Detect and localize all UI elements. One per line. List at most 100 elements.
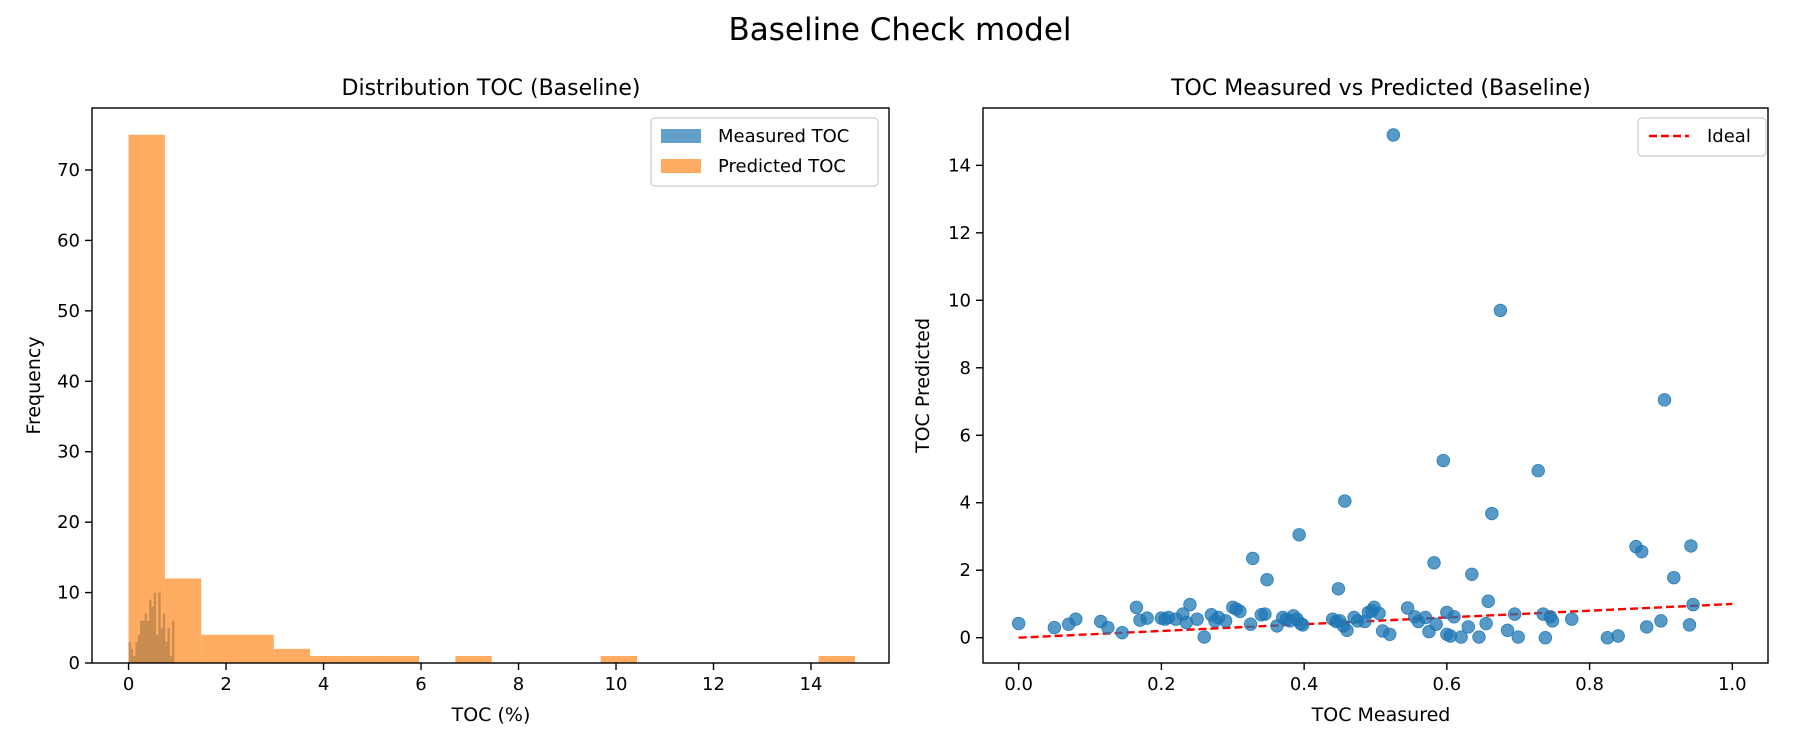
legend-predicted-swatch: [661, 159, 701, 173]
scatter-panel: TOC Measured vs Predicted (Baseline) 0.0…: [912, 76, 1769, 726]
scatter-point: [1260, 572, 1274, 587]
scatter-x-label: TOC Measured: [1311, 704, 1451, 726]
scatter-point: [1639, 620, 1654, 634]
legend-ideal-label: Ideal: [1707, 126, 1751, 147]
scatter-point: [1292, 528, 1306, 542]
scatter-point: [1479, 616, 1493, 631]
scatter-y-label: TOC Predicted: [912, 318, 934, 454]
histogram-legend: Measured TOC Predicted TOC: [650, 117, 879, 187]
y-tick-label: 20: [57, 512, 80, 533]
scatter-point: [1129, 600, 1144, 615]
x-tick-label: 14: [800, 674, 823, 695]
y-tick-label: 30: [57, 442, 80, 463]
scatter-point: [1338, 494, 1352, 508]
scatter-point: [1258, 607, 1272, 621]
scatter-point: [1481, 594, 1495, 608]
y-tick-label: 70: [57, 160, 80, 181]
scatter-axes-frame: [982, 107, 1769, 664]
scatter-point: [1197, 630, 1211, 644]
x-tick-label: 0.0: [1004, 674, 1033, 695]
y-tick-label: 8: [960, 358, 971, 379]
scatter-point: [1115, 625, 1129, 640]
histogram-legend-box: [650, 117, 879, 187]
ideal-line-group: [1018, 602, 1733, 639]
predicted-histogram-bar: [164, 578, 202, 663]
scatter-point: [1429, 617, 1443, 631]
scatter-point: [1183, 597, 1197, 612]
x-tick-label: 6: [415, 674, 426, 695]
x-tick-label: 0.2: [1147, 674, 1176, 695]
scatter-point: [1011, 616, 1026, 631]
predicted-histogram-bar: [128, 134, 165, 663]
scatter-point: [1400, 601, 1415, 615]
histogram-axes-frame: [91, 107, 890, 664]
legend-measured-swatch: [661, 129, 701, 143]
y-tick-label: 60: [57, 230, 80, 251]
scatter-point: [1418, 610, 1433, 625]
predicted-histogram-bar: [382, 655, 420, 663]
predicted-histogram-bar: [346, 655, 383, 663]
legend-predicted-label: Predicted TOC: [718, 156, 846, 177]
scatter-point: [1500, 623, 1515, 637]
x-tick-label: 0.6: [1433, 674, 1462, 695]
y-tick-label: 10: [948, 290, 971, 311]
scatter-point: [1140, 611, 1154, 625]
x-tick-label: 2: [220, 674, 231, 695]
scatter-point: [1427, 556, 1441, 570]
x-tick-label: 10: [605, 674, 628, 695]
scatter-point: [1472, 630, 1486, 644]
x-tick-label: 1.0: [1718, 674, 1747, 695]
scatter-point: [1436, 453, 1451, 468]
x-tick-label: 8: [513, 674, 524, 695]
histogram-title: Distribution TOC (Baseline): [342, 76, 641, 101]
y-tick-label: 2: [960, 560, 971, 581]
x-tick-label: 0.4: [1290, 674, 1319, 695]
histogram-panel: Distribution TOC (Baseline) 0 2 4 6 8 10 12 14 …: [23, 76, 890, 726]
scatter-point: [1565, 612, 1579, 626]
scatter-legend-box: [1637, 117, 1767, 157]
predicted-histogram-bar: [600, 655, 637, 663]
figure-title: Baseline Check model: [728, 12, 1071, 48]
scatter-point: [1218, 614, 1233, 628]
predicted-histogram-bar: [455, 655, 492, 663]
scatter-point: [1461, 620, 1475, 634]
y-tick-label: 0: [69, 653, 80, 674]
scatter-point: [1243, 617, 1258, 631]
histogram-y-label: Frequency: [23, 336, 45, 434]
scatter-point: [1634, 544, 1649, 559]
y-tick-label: 14: [948, 155, 971, 176]
ideal-line: [1018, 602, 1733, 639]
scatter-y-ticks: 0 2 4 6 8 10 12 14: [948, 155, 983, 649]
scatter-point: [1047, 620, 1062, 635]
scatter-point: [1069, 612, 1083, 626]
scatter-point: [1331, 582, 1346, 596]
scatter-point: [1447, 610, 1461, 624]
scatter-point: [1654, 614, 1668, 628]
scatter-point: [1667, 570, 1681, 585]
scatter-points: [1011, 128, 1700, 645]
scatter-point: [1386, 128, 1401, 142]
scatter-legend: Ideal: [1637, 117, 1767, 157]
scatter-point: [1511, 630, 1525, 644]
legend-measured-label: Measured TOC: [718, 126, 849, 147]
scatter-point: [1296, 618, 1310, 632]
scatter-point: [1493, 303, 1508, 318]
scatter-point: [1682, 618, 1697, 632]
scatter-point: [1190, 612, 1204, 626]
histogram-x-label: TOC (%): [451, 704, 531, 726]
scatter-point: [1233, 604, 1247, 619]
x-tick-label: 4: [318, 674, 329, 695]
scatter-point: [1686, 597, 1700, 612]
histogram-x-ticks: 0 2 4 6 8 10 12 14: [123, 663, 823, 695]
x-tick-label: 0.8: [1575, 674, 1604, 695]
scatter-point: [1531, 463, 1545, 478]
predicted-histogram-bar: [201, 634, 238, 663]
histogram-predicted-bars: [128, 134, 855, 663]
predicted-histogram-bar: [273, 648, 311, 663]
y-tick-label: 12: [948, 223, 971, 244]
scatter-point: [1465, 567, 1479, 581]
scatter-point: [1340, 623, 1354, 637]
y-tick-label: 40: [57, 371, 80, 392]
scatter-title: TOC Measured vs Predicted (Baseline): [1170, 76, 1591, 101]
